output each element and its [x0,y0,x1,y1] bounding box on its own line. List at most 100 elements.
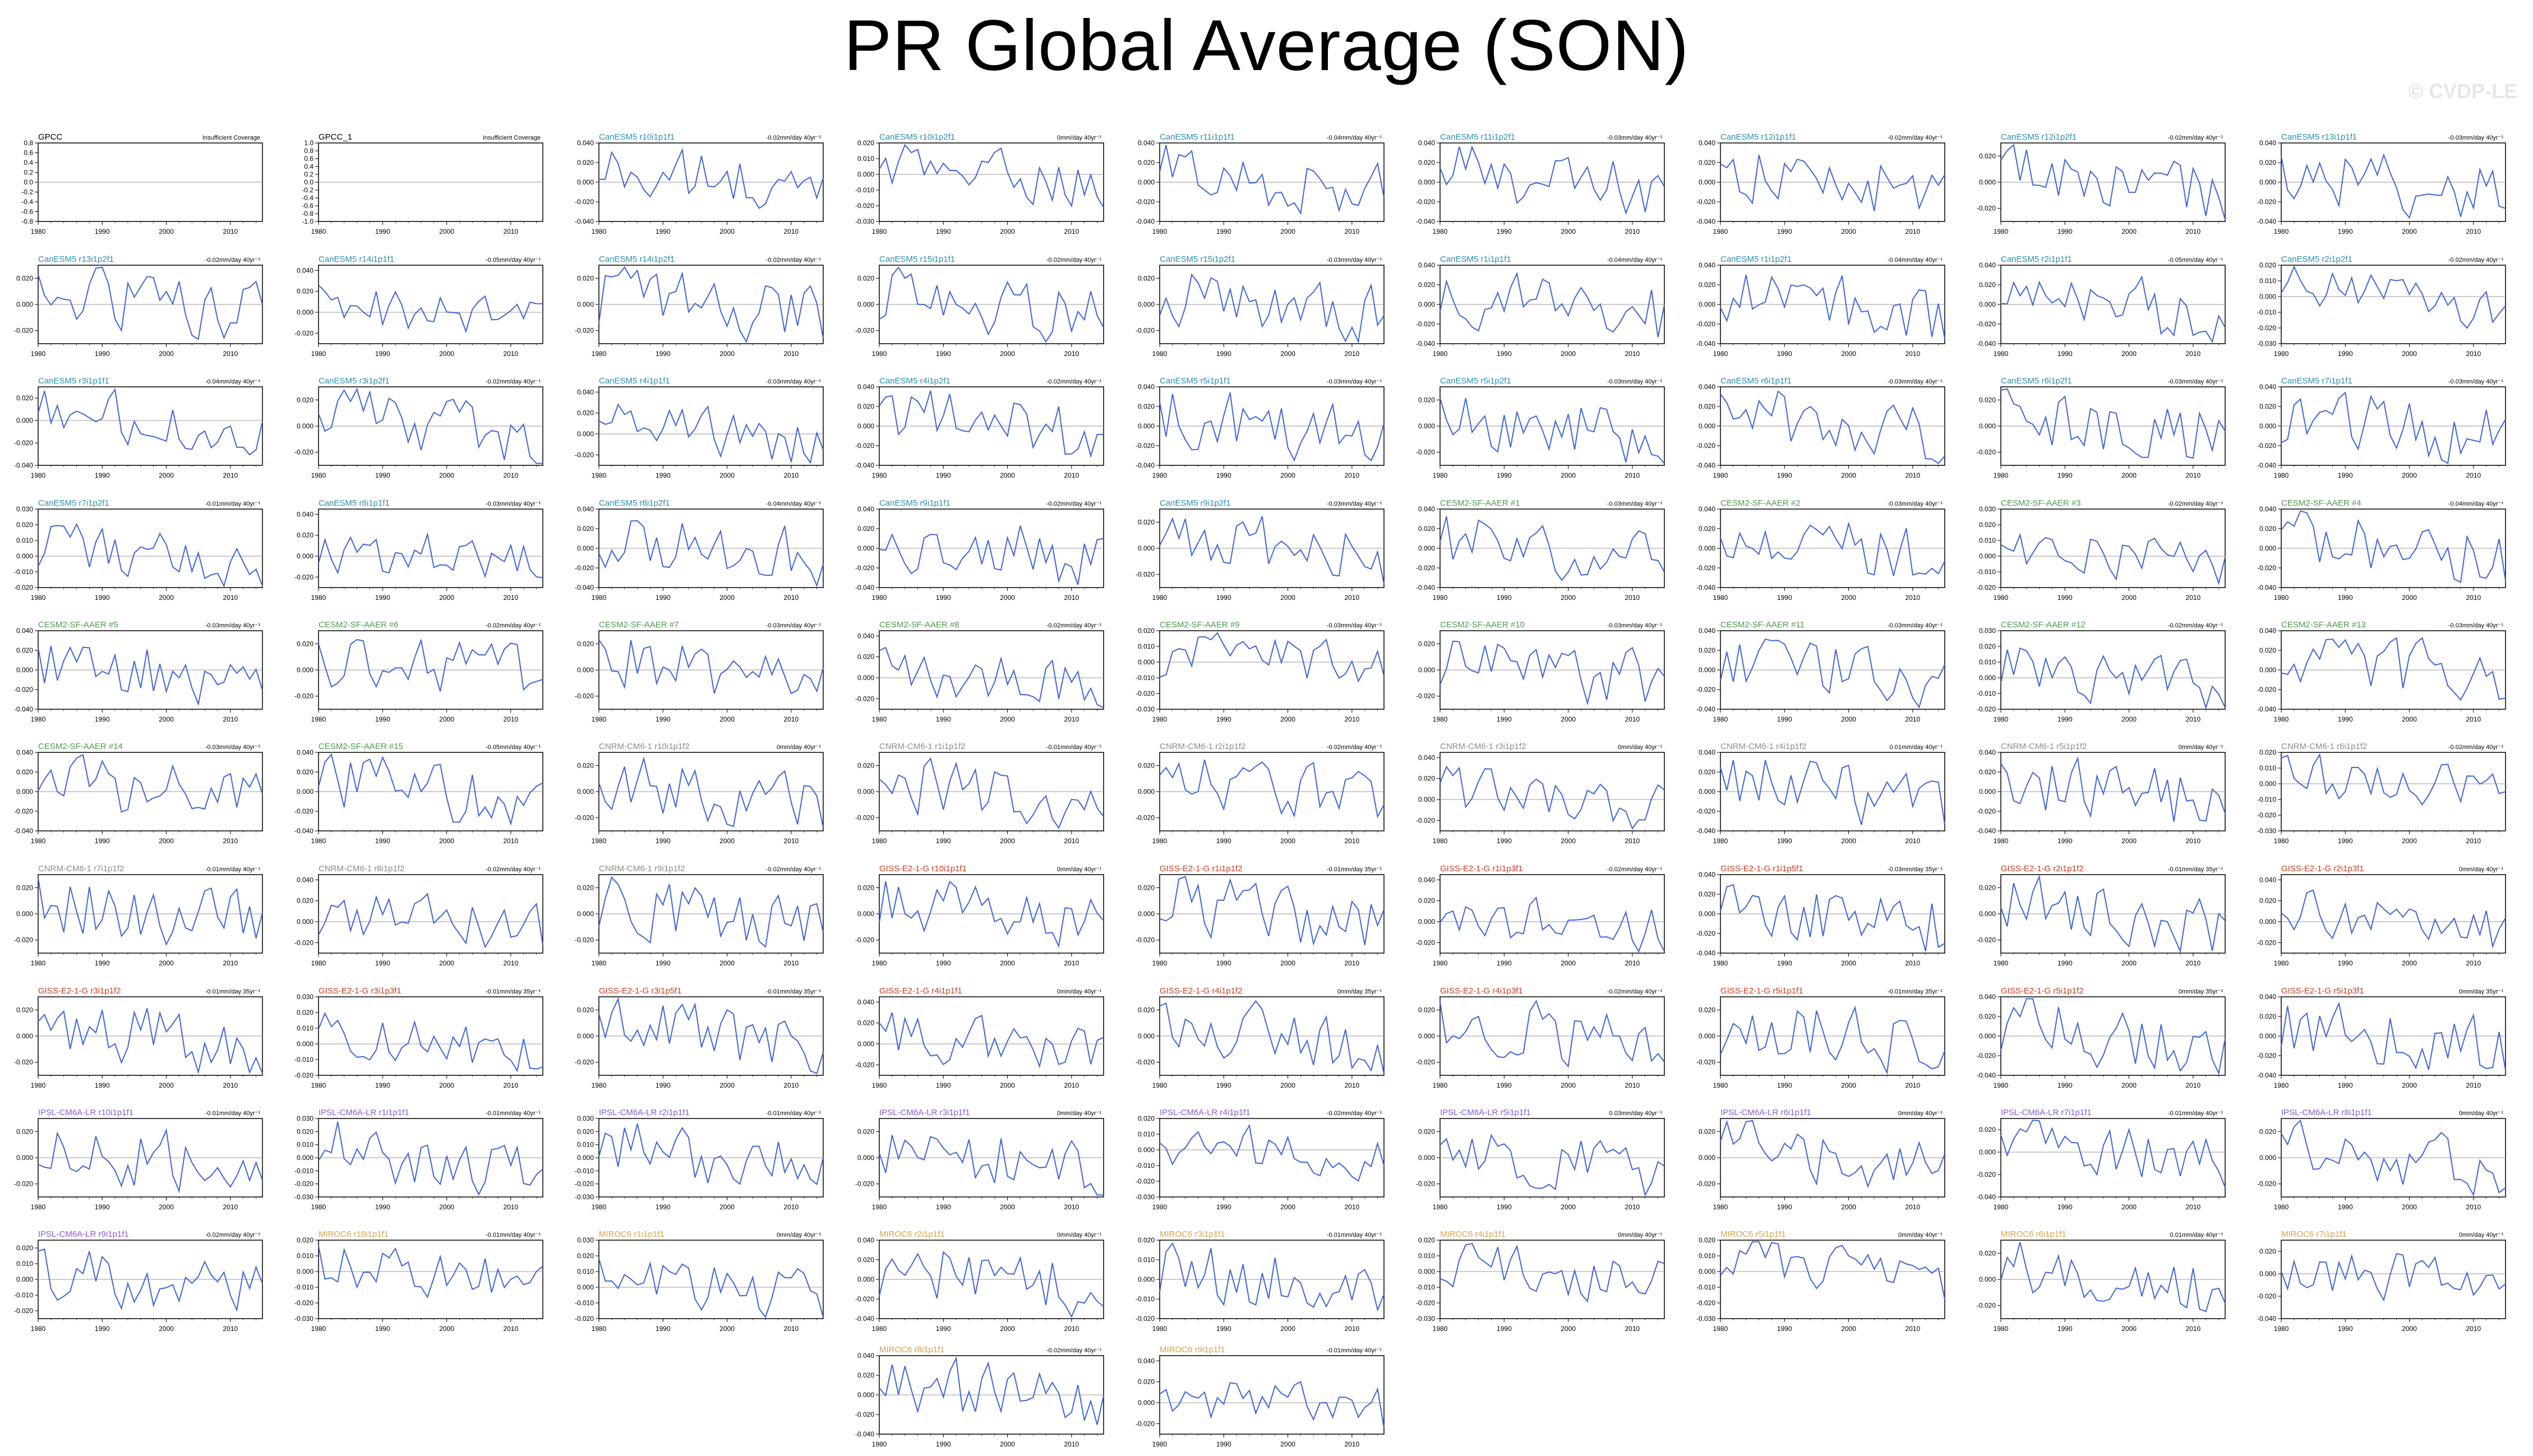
y-tick-label: 0.000 [1138,1399,1155,1407]
y-tick-label: -0.040 [1696,705,1715,713]
panel-trend: -0.01mm/day 35yr⁻¹ [2168,866,2223,873]
panel-title: IPSL-CM6A-LR r7i1p1f1 [2001,1108,2092,1117]
y-tick-label: -0.020 [1977,936,1996,944]
panel-title: MIROC6 r9i1p1f1 [1160,1345,1225,1355]
x-tick-label: 1980 [311,472,326,479]
y-tick-label: -0.6 [21,208,33,216]
x-tick-label: 2010 [784,1081,799,1089]
y-tick-label: 0.020 [297,396,313,404]
y-tick-label: -0.020 [1696,564,1715,572]
y-tick-label: 0.040 [857,998,874,1006]
y-tick-label: 0.020 [2259,403,2276,410]
x-tick-label: 2010 [2186,350,2201,358]
panel-title: CNRM-CM6-1 r8i1p1f2 [319,864,404,873]
chart-panel: CNRM-CM6-1 r2i1p1f2 -0.02mm/day 40yr⁻¹ 0.0… [1136,742,1385,845]
x-tick-label: 2010 [2186,472,2201,479]
series-line [2281,265,2506,329]
panel-title: CNRM-CM6-1 r10i1p1f2 [599,742,690,751]
x-tick-label: 1980 [1994,1325,2009,1333]
x-tick-label: 2000 [2121,715,2137,723]
y-tick-label: 0.000 [297,788,313,796]
y-tick-label: 0.000 [1418,1268,1435,1275]
y-tick-label: 0.040 [16,627,33,635]
y-tick-label: 0.020 [1699,1127,1715,1135]
x-tick-label: 1980 [311,350,326,358]
y-tick-label: -0.020 [14,1059,33,1066]
panel-trend: -0.02mm/day 40yr⁻¹ [1046,1347,1101,1354]
x-tick-label: 1990 [375,472,390,479]
y-tick-label: -0.2 [302,186,313,194]
y-tick-label: -0.020 [2257,564,2276,572]
chart-panel: CESM2-SF-AAER #4 -0.04mm/day 40yr⁻¹ 0.040 0… [2257,498,2506,602]
series-line [598,520,824,588]
y-tick-label: 0.020 [1699,1236,1715,1244]
x-tick-label: 1980 [1433,472,1448,479]
y-tick-label: 0.000 [16,666,33,674]
x-tick-label: 1990 [1497,837,1512,845]
series-line [2000,647,2226,710]
series-line [1720,1005,1945,1075]
panel-trend: 0mm/day 40yr⁻¹ [2459,1232,2503,1238]
panel-trend: -0.02mm/day 40yr⁻¹ [1046,378,1101,385]
x-tick-label: 2010 [1345,228,1360,235]
y-tick-label: 0.020 [2259,1127,2276,1135]
y-tick-label: -0.020 [1696,442,1715,450]
chart-panel: MIROC6 r8i1p1f1 -0.02mm/day 40yr⁻¹ 0.040 0.… [855,1345,1104,1448]
panel-trend: 0mm/day 35yr⁻¹ [1337,988,1382,995]
y-tick-label: 0.040 [297,876,313,884]
chart-panel: CanESM5 r6i1p1f1 -0.03mm/day 40yr⁻¹ 0.040 0… [1696,376,1945,479]
y-tick-label: 0.000 [577,430,594,438]
y-tick-label: -0.020 [1416,939,1435,946]
chart-panel: CanESM5 r11i1p1f1 -0.04mm/day 40yr⁻¹ 0.040… [1136,132,1385,235]
series-line [879,525,1104,585]
panel-frame [2000,509,2226,588]
x-tick-label: 1980 [31,472,46,479]
panel-title: CESM2-SF-AAER #7 [599,620,679,630]
series-line [38,646,263,706]
y-tick-label: 0.020 [1138,1006,1155,1014]
series-line [879,144,1104,208]
panel-title: GISS-E2-1-G r3i1p3f1 [319,986,402,996]
x-tick-label: 2010 [1345,594,1360,602]
y-tick-label: -0.040 [1696,827,1715,835]
panel-trend: 0.03mm/day 40yr⁻¹ [1609,1110,1663,1117]
y-tick-label: -0.010 [1136,1295,1155,1303]
x-tick-label: 2010 [223,1325,238,1333]
x-tick-label: 2010 [1345,350,1360,358]
chart-panel: IPSL-CM6A-LR r4i1p1f1 -0.02mm/day 40yr⁻¹ 0… [1136,1108,1385,1211]
y-tick-label: 0.020 [1418,1236,1435,1244]
panel-trend: 0.01mm/day 40yr⁻¹ [2170,1232,2223,1238]
x-tick-label: 1990 [1216,350,1231,358]
chart-panel: CanESM5 r9i1p1f1 -0.02mm/day 40yr⁻¹ 0.040 0… [855,498,1104,602]
panel-trend: -0.02mm/day 40yr⁻¹ [486,622,541,629]
series-line [38,1128,263,1194]
x-tick-label: 1980 [1152,837,1168,845]
y-tick-label: 0.020 [857,761,874,769]
panel-title: CESM2-SF-AAER #4 [2281,498,2361,508]
x-tick-label: 2010 [1905,350,1921,358]
y-tick-label: 0.000 [1979,1032,1996,1040]
y-tick-label: 0.020 [2259,1247,2276,1255]
y-tick-label: 0.010 [857,155,874,163]
x-tick-label: 2010 [1905,1081,1921,1089]
panel-trend: -0.03mm/day 40yr⁻¹ [205,744,260,751]
x-tick-label: 1980 [1994,1081,2009,1089]
chart-panel: IPSL-CM6A-LR r1i1p1f1 -0.01mm/day 40yr⁻¹ 0… [294,1108,543,1211]
y-tick-label: 0.040 [1418,261,1435,269]
chart-panel: MIROC6 r10i1p1f1 -0.01mm/day 40yr⁻¹ 0.020 0… [294,1229,543,1333]
y-tick-label: -0.040 [1416,340,1435,348]
series-line [1720,521,1945,576]
chart-panel: CanESM5 r13i1p1f1 -0.03mm/day 40yr⁻¹ 0.040… [2257,132,2506,235]
x-tick-label: 1990 [375,350,390,358]
y-tick-label: 0.020 [2259,261,2276,269]
x-tick-label: 2000 [2402,228,2417,235]
y-tick-label: -0.020 [294,1071,313,1079]
x-tick-label: 2000 [719,472,735,479]
x-tick-label: 2000 [1000,837,1015,845]
y-tick-label: -0.6 [302,202,313,210]
series-line [1439,397,1665,464]
x-tick-label: 2010 [1064,594,1079,602]
panel-title: CanESM5 r11i1p1f1 [1160,132,1235,142]
y-tick-label: -0.010 [1977,690,1996,697]
y-tick-label: -0.040 [1136,461,1155,469]
